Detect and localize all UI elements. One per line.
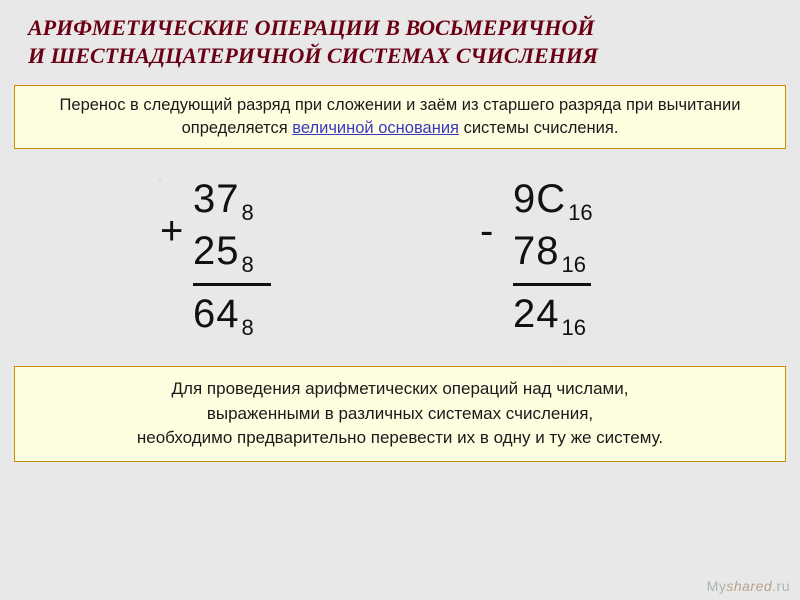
addition-problem: + 37 8 25 8 64 8	[145, 177, 335, 344]
watermark-part-3: .ru	[772, 578, 790, 594]
bottom-note-line-3: необходимо предварительно перевести их в…	[137, 428, 663, 447]
addend1-base: 8	[242, 200, 254, 226]
difference-value: 24	[513, 292, 560, 337]
sum-value: 64	[193, 292, 240, 337]
subtrahend-base: 16	[562, 252, 586, 278]
plus-operator: +	[160, 209, 183, 254]
slide-title: АРИФМЕТИЧЕСКИЕ ОПЕРАЦИИ В ВОСЬМЕРИЧНОЙ И…	[0, 0, 800, 79]
title-line-1: АРИФМЕТИЧЕСКИЕ ОПЕРАЦИИ В ВОСЬМЕРИЧНОЙ	[28, 15, 595, 40]
subtraction-problem: - 9C 16 78 16 24 16	[465, 177, 655, 344]
minuend-value: 9C	[513, 177, 566, 222]
bottom-note-line-1: Для проведения арифметических операций н…	[172, 379, 629, 398]
bottom-note-line-2: выраженными в различных системах счислен…	[207, 404, 593, 423]
bottom-note-box: Для проведения арифметических операций н…	[14, 366, 786, 462]
addend2-base: 8	[242, 252, 254, 278]
watermark-part-2: shared	[726, 578, 772, 594]
top-note-box: Перенос в следующий разряд при сложении …	[14, 85, 786, 149]
minuend-base: 16	[568, 200, 592, 226]
top-note-post: системы счисления.	[459, 119, 618, 137]
addend2-value: 25	[193, 229, 240, 274]
subtraction-rule	[513, 283, 591, 286]
math-examples: + 37 8 25 8 64 8 - 9C 16 78 16 24 16	[0, 177, 800, 344]
subtrahend-value: 78	[513, 229, 560, 274]
addition-rule	[193, 283, 271, 286]
difference-base: 16	[562, 315, 586, 341]
sum-base: 8	[242, 315, 254, 341]
top-note-highlight: величиной основания	[292, 119, 459, 137]
addend1-value: 37	[193, 177, 240, 222]
watermark-part-1: My	[707, 578, 727, 594]
watermark: Myshared.ru	[707, 578, 790, 594]
title-line-2: И ШЕСТНАДЦАТЕРИЧНОЙ СИСТЕМАХ СЧИСЛЕНИЯ	[28, 43, 598, 68]
minus-operator: -	[480, 209, 493, 254]
